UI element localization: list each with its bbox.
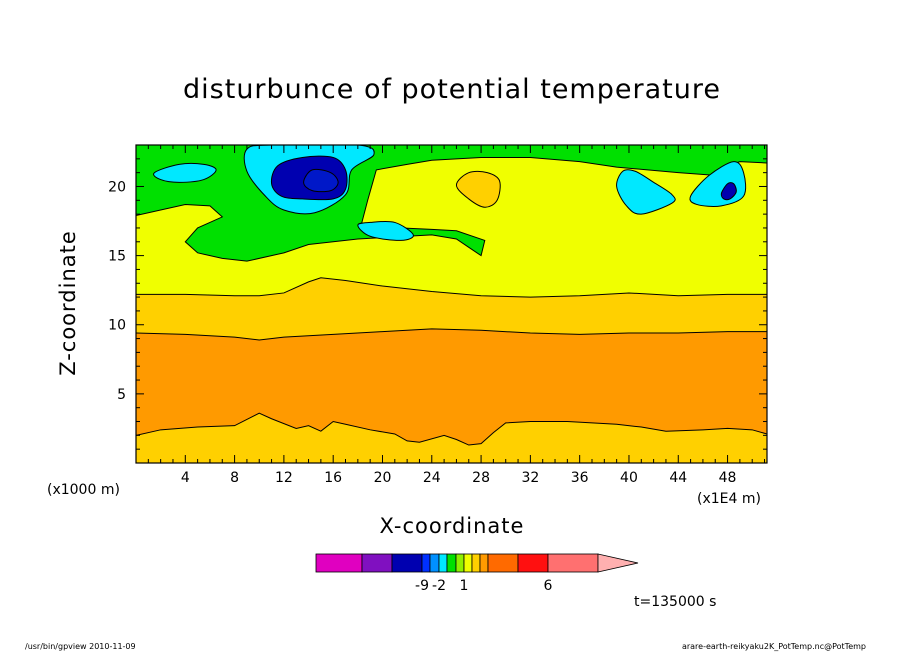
contour-line-1 — [136, 412, 767, 446]
colorbar-segment-salmon — [547, 553, 599, 573]
contour-region-5 — [357, 220, 414, 241]
colorbar-segment-gold — [471, 553, 481, 573]
y-tick-label: 20 — [108, 179, 126, 195]
colorbar-tip — [597, 553, 639, 573]
contour-region-9 — [720, 182, 737, 201]
contour-fills — [136, 145, 767, 463]
contour-line-3 — [136, 277, 767, 298]
x-tick-label: 8 — [230, 470, 239, 486]
x-tick-label: 16 — [324, 470, 342, 486]
colorbar-label: 6 — [544, 578, 553, 594]
colorbar-segment-green — [446, 553, 457, 573]
colorbar-segment-darkorange — [487, 553, 519, 573]
y-tick-label: 15 — [108, 249, 126, 265]
colorbar-segment-orange — [479, 553, 489, 573]
contour-band-4 — [136, 157, 767, 298]
contour-region-4 — [303, 168, 339, 193]
contour-band-2 — [136, 328, 767, 446]
contour-region-6 — [455, 170, 501, 208]
x-tick-label: 24 — [423, 470, 441, 486]
x-tick-label: 20 — [374, 470, 392, 486]
contour-region-7 — [616, 169, 676, 215]
contour-band-3 — [136, 277, 767, 340]
colorbar-segment-red — [517, 553, 549, 573]
colorbar-segment-purple — [361, 553, 393, 573]
colorbar-label: 1 — [460, 578, 469, 594]
x-tick-label: 36 — [571, 470, 589, 486]
colorbar-label: -2 — [432, 578, 446, 594]
y-tick-label: 5 — [117, 387, 126, 403]
x-unit-left-label: (x1000 m) — [47, 482, 120, 498]
chart-title: disturbunce of potential temperature — [183, 74, 721, 105]
colorbar-segment-lightgreen — [455, 553, 465, 573]
colorbar-segment-yellow — [463, 553, 473, 573]
colorbar-segment-darkblue — [391, 553, 423, 573]
contour-line-2 — [136, 328, 767, 341]
x-tick-label: 32 — [521, 470, 539, 486]
plot-area — [136, 145, 767, 463]
contour-line-4 — [136, 156, 767, 262]
colorbar-segment-cyan — [438, 553, 448, 573]
colorbar-label: -9 — [415, 578, 429, 594]
colorbar-segment-magenta — [315, 553, 363, 573]
x-tick-label: 28 — [472, 470, 490, 486]
x-tick-label: 44 — [669, 470, 687, 486]
footer-right-label: arare-earth-reikyaku2K_PotTemp.nc@PotTem… — [681, 642, 866, 651]
x-tick-label: 4 — [181, 470, 190, 486]
x-tick-label: 40 — [620, 470, 638, 486]
x-axis-label: X-coordinate — [379, 514, 525, 538]
x-unit-right-label: (x1E4 m) — [697, 491, 761, 507]
colorbar-segment-blue — [421, 553, 431, 573]
plot-frame — [135, 144, 768, 464]
x-tick-label: 12 — [275, 470, 293, 486]
contour-region-1 — [153, 162, 217, 183]
colorbar: -9 -2 1 6 — [315, 553, 639, 594]
colorbar-segment-lightblue — [429, 553, 440, 573]
x-tick-label: 48 — [719, 470, 737, 486]
y-tick-label: 10 — [108, 318, 126, 334]
footer-left-label: /usr/bin/gpview 2010-11-09 — [25, 642, 136, 651]
time-label: t=135000 s — [634, 594, 717, 610]
